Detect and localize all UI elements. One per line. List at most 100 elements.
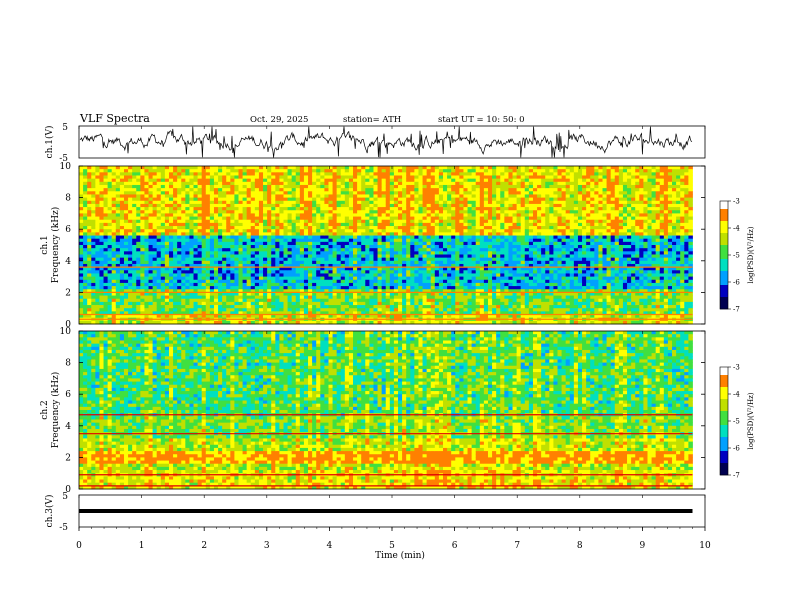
spectrogram-cell: [467, 267, 473, 271]
spectrogram-cell: [185, 232, 190, 236]
spectrogram-cell: [213, 308, 219, 312]
spectrogram-cell: [451, 232, 456, 236]
spectrogram-cell: [381, 305, 387, 309]
spectrogram-cell: [434, 219, 440, 224]
spectrogram-cell: [398, 235, 403, 240]
spectrogram-cell: [373, 320, 378, 325]
spectrogram-cell: [418, 320, 423, 325]
spectrogram-cell: [393, 320, 399, 325]
spectrogram-cell: [181, 279, 186, 284]
spectrogram-cell: [430, 260, 436, 265]
spectrogram-cell: [128, 213, 133, 217]
spectrogram-cell: [295, 219, 301, 224]
spectrogram-cell: [385, 197, 391, 202]
spectrogram-cell: [438, 254, 444, 259]
spectrogram-cell: [398, 175, 403, 180]
spectrogram-cell: [267, 172, 272, 176]
spectrogram-cell: [320, 232, 325, 236]
spectrogram-cell: [103, 197, 109, 202]
spectrogram-cell: [357, 229, 362, 233]
spectrogram-cell: [422, 191, 428, 195]
spectrogram-cell: [295, 172, 301, 176]
spectrogram-cell: [238, 295, 243, 300]
spectrogram-cell: [398, 238, 403, 243]
spectrogram-cell: [218, 260, 223, 265]
spectrogram-cell: [373, 295, 378, 300]
spectrogram-cell: [373, 216, 378, 221]
spectrogram-cell: [250, 232, 256, 236]
spectrogram-cell: [324, 235, 329, 240]
spectrogram-cell: [316, 245, 321, 249]
spectrogram-cell: [479, 260, 485, 265]
spectrogram-cell: [177, 241, 182, 246]
spectrogram-cell: [312, 213, 317, 217]
spectrogram-cell: [365, 292, 370, 296]
spectrogram-cell: [283, 235, 288, 240]
spectrogram-cell: [451, 210, 456, 214]
spectrogram-cell: [312, 207, 317, 211]
spectrogram-cell: [361, 178, 366, 183]
spectrogram-cell: [189, 267, 194, 271]
spectrogram-cell: [459, 210, 464, 214]
spectrogram-cell: [267, 178, 272, 183]
spectrogram-cell: [87, 184, 92, 189]
spectrogram-cell: [295, 175, 301, 180]
spectrogram-cell: [263, 226, 268, 230]
spectrogram-cell: [222, 292, 227, 296]
spectrogram-cell: [279, 295, 284, 300]
spectrogram-cell: [426, 219, 432, 224]
spectrogram-cell: [250, 257, 256, 262]
spectrogram-cell: [291, 238, 297, 243]
spectrogram-cell: [95, 207, 100, 211]
spectrogram-cell: [385, 229, 391, 233]
spectrogram-cell: [123, 267, 129, 271]
spectrogram-cell: [455, 197, 460, 202]
spectrogram-cell: [258, 238, 264, 243]
spectrogram-cell: [434, 188, 440, 192]
spectrogram-cell: [271, 169, 276, 173]
spectrogram-cell: [144, 213, 149, 217]
spectrogram-cell: [389, 194, 395, 198]
spectrogram-cell: [369, 238, 374, 243]
spectrogram-cell: [316, 184, 321, 189]
spectrogram-cell: [87, 216, 92, 221]
spectrogram-cell: [181, 308, 186, 312]
spectrogram-cell: [226, 200, 231, 205]
spectrogram-cell: [283, 273, 288, 277]
spectrogram-cell: [410, 188, 415, 192]
spectrogram-cell: [393, 172, 399, 176]
spectrogram-cell: [471, 232, 477, 236]
spectrogram-cell: [344, 279, 350, 284]
spectrogram-cell: [344, 213, 350, 217]
spectrogram-cell: [410, 254, 415, 259]
spectrogram-cell: [422, 263, 428, 268]
spectrogram-cell: [312, 172, 317, 176]
spectrogram-cell: [287, 289, 293, 293]
spectrogram-cell: [451, 216, 456, 221]
spectrogram-cell: [340, 216, 346, 221]
spectrogram-cell: [152, 301, 158, 306]
spectrogram-cell: [295, 314, 301, 319]
spectrogram-cell: [103, 267, 109, 271]
spectrogram-cell: [164, 248, 170, 252]
spectrogram-cell: [83, 314, 88, 319]
spectrogram-cell: [377, 200, 383, 205]
spectrogram-cell: [430, 320, 436, 325]
spectrogram-cell: [148, 213, 154, 217]
spectrogram-cell: [426, 292, 432, 296]
spectrogram-cell: [267, 181, 272, 186]
spectrogram-cell: [242, 213, 248, 217]
spectrogram-cell: [426, 245, 432, 249]
spectrogram-cell: [123, 314, 129, 319]
spectrogram-cell: [193, 308, 199, 312]
spectrogram-cell: [242, 191, 248, 195]
spectrogram-cell: [156, 191, 162, 195]
spectrogram-cell: [299, 267, 305, 271]
spectrogram-cell: [242, 238, 248, 243]
spectrogram-cell: [447, 213, 452, 217]
spectrogram-cell: [303, 166, 309, 170]
spectrogram-cell: [79, 311, 84, 315]
spectrogram-cell: [201, 175, 207, 180]
spectrogram-cell: [283, 270, 288, 274]
spectrogram-cell: [308, 222, 313, 227]
